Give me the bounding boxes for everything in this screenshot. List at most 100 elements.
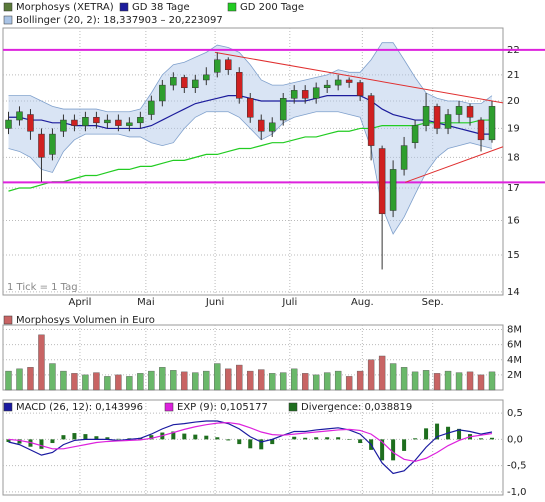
candle-body	[301, 90, 309, 99]
volume-bar	[444, 370, 452, 391]
candle-body	[279, 98, 287, 121]
candle-body	[378, 148, 386, 215]
volume-bar	[466, 371, 474, 391]
candle-body	[312, 87, 320, 99]
candle-body	[488, 106, 496, 141]
legend-label: EXP (9): 0,105177	[177, 402, 268, 413]
candle-body	[422, 106, 430, 126]
candle-body	[290, 90, 298, 99]
y-tick-label: 19	[507, 123, 520, 134]
legend-label: Divergence: 0,038819	[301, 402, 412, 413]
y-tick-label: 17	[507, 183, 520, 194]
indicator-line	[8, 421, 493, 463]
candle-body	[433, 106, 441, 129]
trend-line	[405, 146, 504, 183]
x-tick-label: Juli	[281, 297, 297, 308]
bollinger-lower	[8, 111, 493, 235]
y-tick-label: 18	[507, 152, 520, 163]
divergence-bar	[226, 439, 231, 441]
volume-bar	[137, 373, 144, 391]
candle-body	[27, 114, 34, 132]
x-tick-label: Aug.	[351, 297, 374, 308]
legend-label: GD 38 Tage	[132, 2, 190, 13]
y-tick-label: 21	[507, 70, 520, 81]
volume-bar	[422, 370, 430, 391]
divergence-bar	[336, 437, 341, 440]
divergence-bar	[83, 434, 88, 440]
divergence-bar	[402, 439, 407, 451]
legend-label: Morphosys (XETRA)	[16, 2, 114, 13]
legend-swatch	[3, 15, 13, 25]
divergence-bar	[490, 437, 495, 440]
volume-bar	[5, 370, 12, 391]
candle-body	[181, 77, 188, 88]
volume-bar	[214, 363, 221, 391]
bollinger-upper	[8, 42, 493, 113]
volume-bar	[16, 368, 23, 391]
volume-bar	[291, 368, 298, 391]
legend-swatch	[3, 402, 13, 412]
volume-bar	[323, 372, 331, 391]
divergence-bar	[72, 433, 77, 440]
divergence-bar	[259, 439, 264, 450]
volume-bar	[258, 369, 265, 391]
y-tick-label: 0,5	[507, 408, 523, 419]
y-tick-label: 4M	[507, 355, 522, 366]
volume-bar	[203, 370, 210, 391]
volume-bar	[71, 373, 78, 391]
volume-bar	[378, 355, 386, 391]
divergence-bar	[270, 439, 275, 445]
divergence-bar	[149, 435, 154, 440]
legend-swatch	[288, 402, 298, 412]
volume-bar	[400, 367, 408, 391]
candle-body	[444, 114, 452, 129]
volume-bar	[301, 373, 309, 391]
volume-bar	[148, 370, 155, 391]
divergence-bar	[50, 439, 55, 444]
candle-body	[477, 119, 485, 141]
candle-body	[60, 119, 67, 132]
volume-bar	[455, 372, 463, 391]
candle-body	[334, 79, 342, 86]
candle-body	[345, 79, 353, 83]
candle-body	[159, 84, 166, 102]
divergence-bar	[116, 438, 121, 440]
candle-body	[389, 169, 397, 211]
legend-swatch	[227, 2, 237, 12]
volume-bar	[389, 363, 397, 391]
candle-body	[247, 98, 254, 118]
candle-body	[104, 119, 111, 124]
volume-bar	[236, 364, 243, 391]
divergence-bar	[435, 423, 440, 440]
divergence-bar	[39, 439, 44, 449]
divergence-bar	[380, 439, 385, 461]
volume-bar	[269, 373, 276, 391]
candle-body	[49, 133, 56, 155]
x-tick-label: Juni	[205, 297, 224, 308]
candle-body	[93, 117, 100, 124]
indicator-line	[8, 420, 493, 475]
y-tick-label: 16	[507, 215, 520, 226]
divergence-bar	[292, 436, 297, 440]
volume-bar	[159, 367, 166, 391]
volume-bar	[477, 374, 485, 391]
volume-bar	[115, 374, 122, 391]
divergence-bar	[413, 438, 418, 440]
divergence-bar	[391, 439, 396, 461]
legend-swatch	[164, 402, 174, 412]
annotation: 1 Tick = 1 Tag	[7, 282, 78, 293]
candle-body	[38, 133, 45, 158]
trend-line	[215, 51, 504, 104]
candle-body	[257, 119, 265, 132]
candle-body	[137, 117, 144, 124]
candle-body	[5, 119, 12, 129]
volume-bar	[192, 372, 199, 391]
candle-body	[192, 79, 199, 88]
candle-body	[82, 117, 89, 126]
candle-body	[367, 95, 375, 146]
volume-bar	[49, 363, 56, 391]
legend-label: MACD (26, 12): 0,143996	[16, 402, 143, 413]
legend-swatch	[3, 315, 13, 325]
